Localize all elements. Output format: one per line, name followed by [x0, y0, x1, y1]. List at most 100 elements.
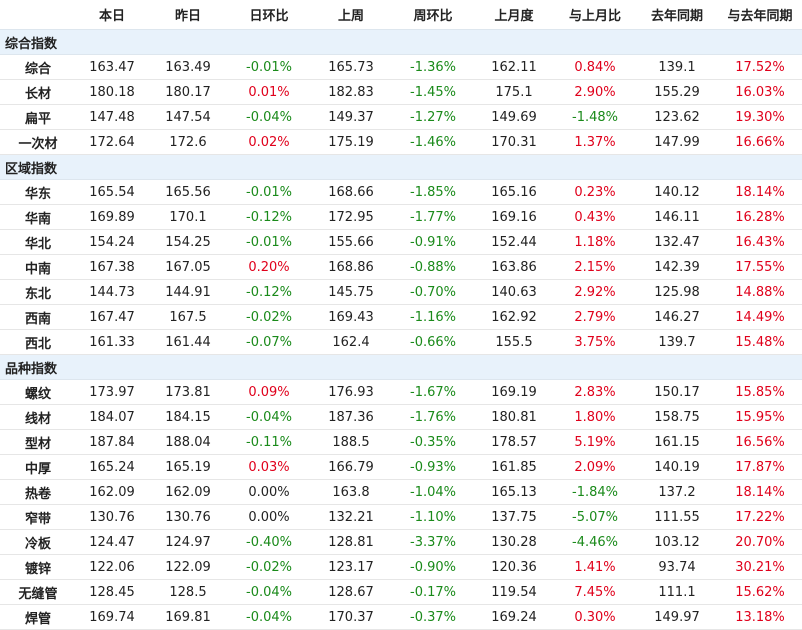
- value-cell: 122.06: [76, 554, 148, 580]
- change-cell: 1.37%: [554, 129, 636, 155]
- change-cell: -1.77%: [392, 204, 474, 230]
- value-cell: 178.57: [474, 429, 554, 455]
- value-cell: 165.56: [148, 179, 228, 205]
- column-header-daily-change: 日环比: [228, 0, 310, 30]
- value-cell: 130.28: [474, 529, 554, 555]
- value-cell: 180.17: [148, 79, 228, 105]
- change-cell: 2.15%: [554, 254, 636, 280]
- section-header-row: 区域指数: [0, 154, 802, 180]
- change-cell: 17.55%: [718, 254, 802, 280]
- change-cell: 16.43%: [718, 229, 802, 255]
- column-header-yesterday: 昨日: [148, 0, 228, 30]
- value-cell: 139.1: [636, 54, 718, 80]
- value-cell: 137.75: [474, 504, 554, 530]
- value-cell: 187.84: [76, 429, 148, 455]
- change-cell: -5.07%: [554, 504, 636, 530]
- change-cell: 0.01%: [228, 79, 310, 105]
- change-cell: -0.40%: [228, 529, 310, 555]
- change-cell: -1.36%: [392, 54, 474, 80]
- value-cell: 132.21: [310, 504, 392, 530]
- change-cell: -1.67%: [392, 379, 474, 405]
- value-cell: 182.83: [310, 79, 392, 105]
- section-header-row: 综合指数: [0, 29, 802, 55]
- row-label: 长材: [0, 79, 76, 105]
- value-cell: 93.74: [636, 554, 718, 580]
- value-cell: 169.89: [76, 204, 148, 230]
- section-header-row: 品种指数: [0, 354, 802, 380]
- table-row: 中厚 165.24 165.19 0.03% 166.79 -0.93% 161.85 2.0…: [0, 454, 802, 480]
- value-cell: 103.12: [636, 529, 718, 555]
- value-cell: 154.24: [76, 229, 148, 255]
- row-label: 中厚: [0, 454, 76, 480]
- change-cell: -0.01%: [228, 54, 310, 80]
- change-cell: 17.52%: [718, 54, 802, 80]
- value-cell: 169.19: [474, 379, 554, 405]
- change-cell: -0.04%: [228, 604, 310, 630]
- change-cell: -0.02%: [228, 304, 310, 330]
- change-cell: -0.93%: [392, 454, 474, 480]
- change-cell: 20.70%: [718, 529, 802, 555]
- change-cell: 13.18%: [718, 604, 802, 630]
- value-cell: 155.5: [474, 329, 554, 355]
- value-cell: 175.19: [310, 129, 392, 155]
- table-row: 热卷 162.09 162.09 0.00% 163.8 -1.04% 165.13 -1.8…: [0, 479, 802, 505]
- change-cell: 1.41%: [554, 554, 636, 580]
- change-cell: 18.14%: [718, 479, 802, 505]
- value-cell: 187.36: [310, 404, 392, 430]
- value-cell: 144.91: [148, 279, 228, 305]
- value-cell: 128.67: [310, 579, 392, 605]
- value-cell: 167.47: [76, 304, 148, 330]
- value-cell: 162.4: [310, 329, 392, 355]
- value-cell: 147.99: [636, 129, 718, 155]
- header-row: 本日 昨日 日环比 上周 周环比 上月度 与上月比 去年同期 与去年同期: [0, 0, 802, 30]
- change-cell: -1.16%: [392, 304, 474, 330]
- table-row: 中南 167.38 167.05 0.20% 168.86 -0.88% 163.86 2.1…: [0, 254, 802, 280]
- row-label: 热卷: [0, 479, 76, 505]
- change-cell: -0.04%: [228, 104, 310, 130]
- change-cell: 0.20%: [228, 254, 310, 280]
- change-cell: -0.37%: [392, 604, 474, 630]
- change-cell: 30.21%: [718, 554, 802, 580]
- value-cell: 123.62: [636, 104, 718, 130]
- column-header-last-month: 上月度: [474, 0, 554, 30]
- row-label: 镀锌: [0, 554, 76, 580]
- change-cell: 3.75%: [554, 329, 636, 355]
- change-cell: 14.88%: [718, 279, 802, 305]
- change-cell: -0.12%: [228, 204, 310, 230]
- change-cell: 1.18%: [554, 229, 636, 255]
- change-cell: -0.01%: [228, 179, 310, 205]
- value-cell: 152.44: [474, 229, 554, 255]
- change-cell: 2.83%: [554, 379, 636, 405]
- value-cell: 132.47: [636, 229, 718, 255]
- value-cell: 170.31: [474, 129, 554, 155]
- value-cell: 162.11: [474, 54, 554, 80]
- change-cell: 0.30%: [554, 604, 636, 630]
- change-cell: -0.07%: [228, 329, 310, 355]
- value-cell: 167.5: [148, 304, 228, 330]
- value-cell: 173.81: [148, 379, 228, 405]
- value-cell: 120.36: [474, 554, 554, 580]
- value-cell: 169.16: [474, 204, 554, 230]
- column-header-weekly-change: 周环比: [392, 0, 474, 30]
- change-cell: -0.04%: [228, 404, 310, 430]
- value-cell: 128.5: [148, 579, 228, 605]
- change-cell: 2.92%: [554, 279, 636, 305]
- value-cell: 184.15: [148, 404, 228, 430]
- value-cell: 169.43: [310, 304, 392, 330]
- table-row: 东北 144.73 144.91 -0.12% 145.75 -0.70% 140.63 2.…: [0, 279, 802, 305]
- value-cell: 140.12: [636, 179, 718, 205]
- change-cell: 17.22%: [718, 504, 802, 530]
- value-cell: 111.55: [636, 504, 718, 530]
- row-label: 西南: [0, 304, 76, 330]
- row-label: 冷板: [0, 529, 76, 555]
- change-cell: -1.27%: [392, 104, 474, 130]
- column-header-today: 本日: [76, 0, 148, 30]
- value-cell: 180.81: [474, 404, 554, 430]
- change-cell: 0.43%: [554, 204, 636, 230]
- value-cell: 161.15: [636, 429, 718, 455]
- value-cell: 161.33: [76, 329, 148, 355]
- change-cell: 17.87%: [718, 454, 802, 480]
- change-cell: 2.09%: [554, 454, 636, 480]
- table-row: 螺纹 173.97 173.81 0.09% 176.93 -1.67% 169.19 2.8…: [0, 379, 802, 405]
